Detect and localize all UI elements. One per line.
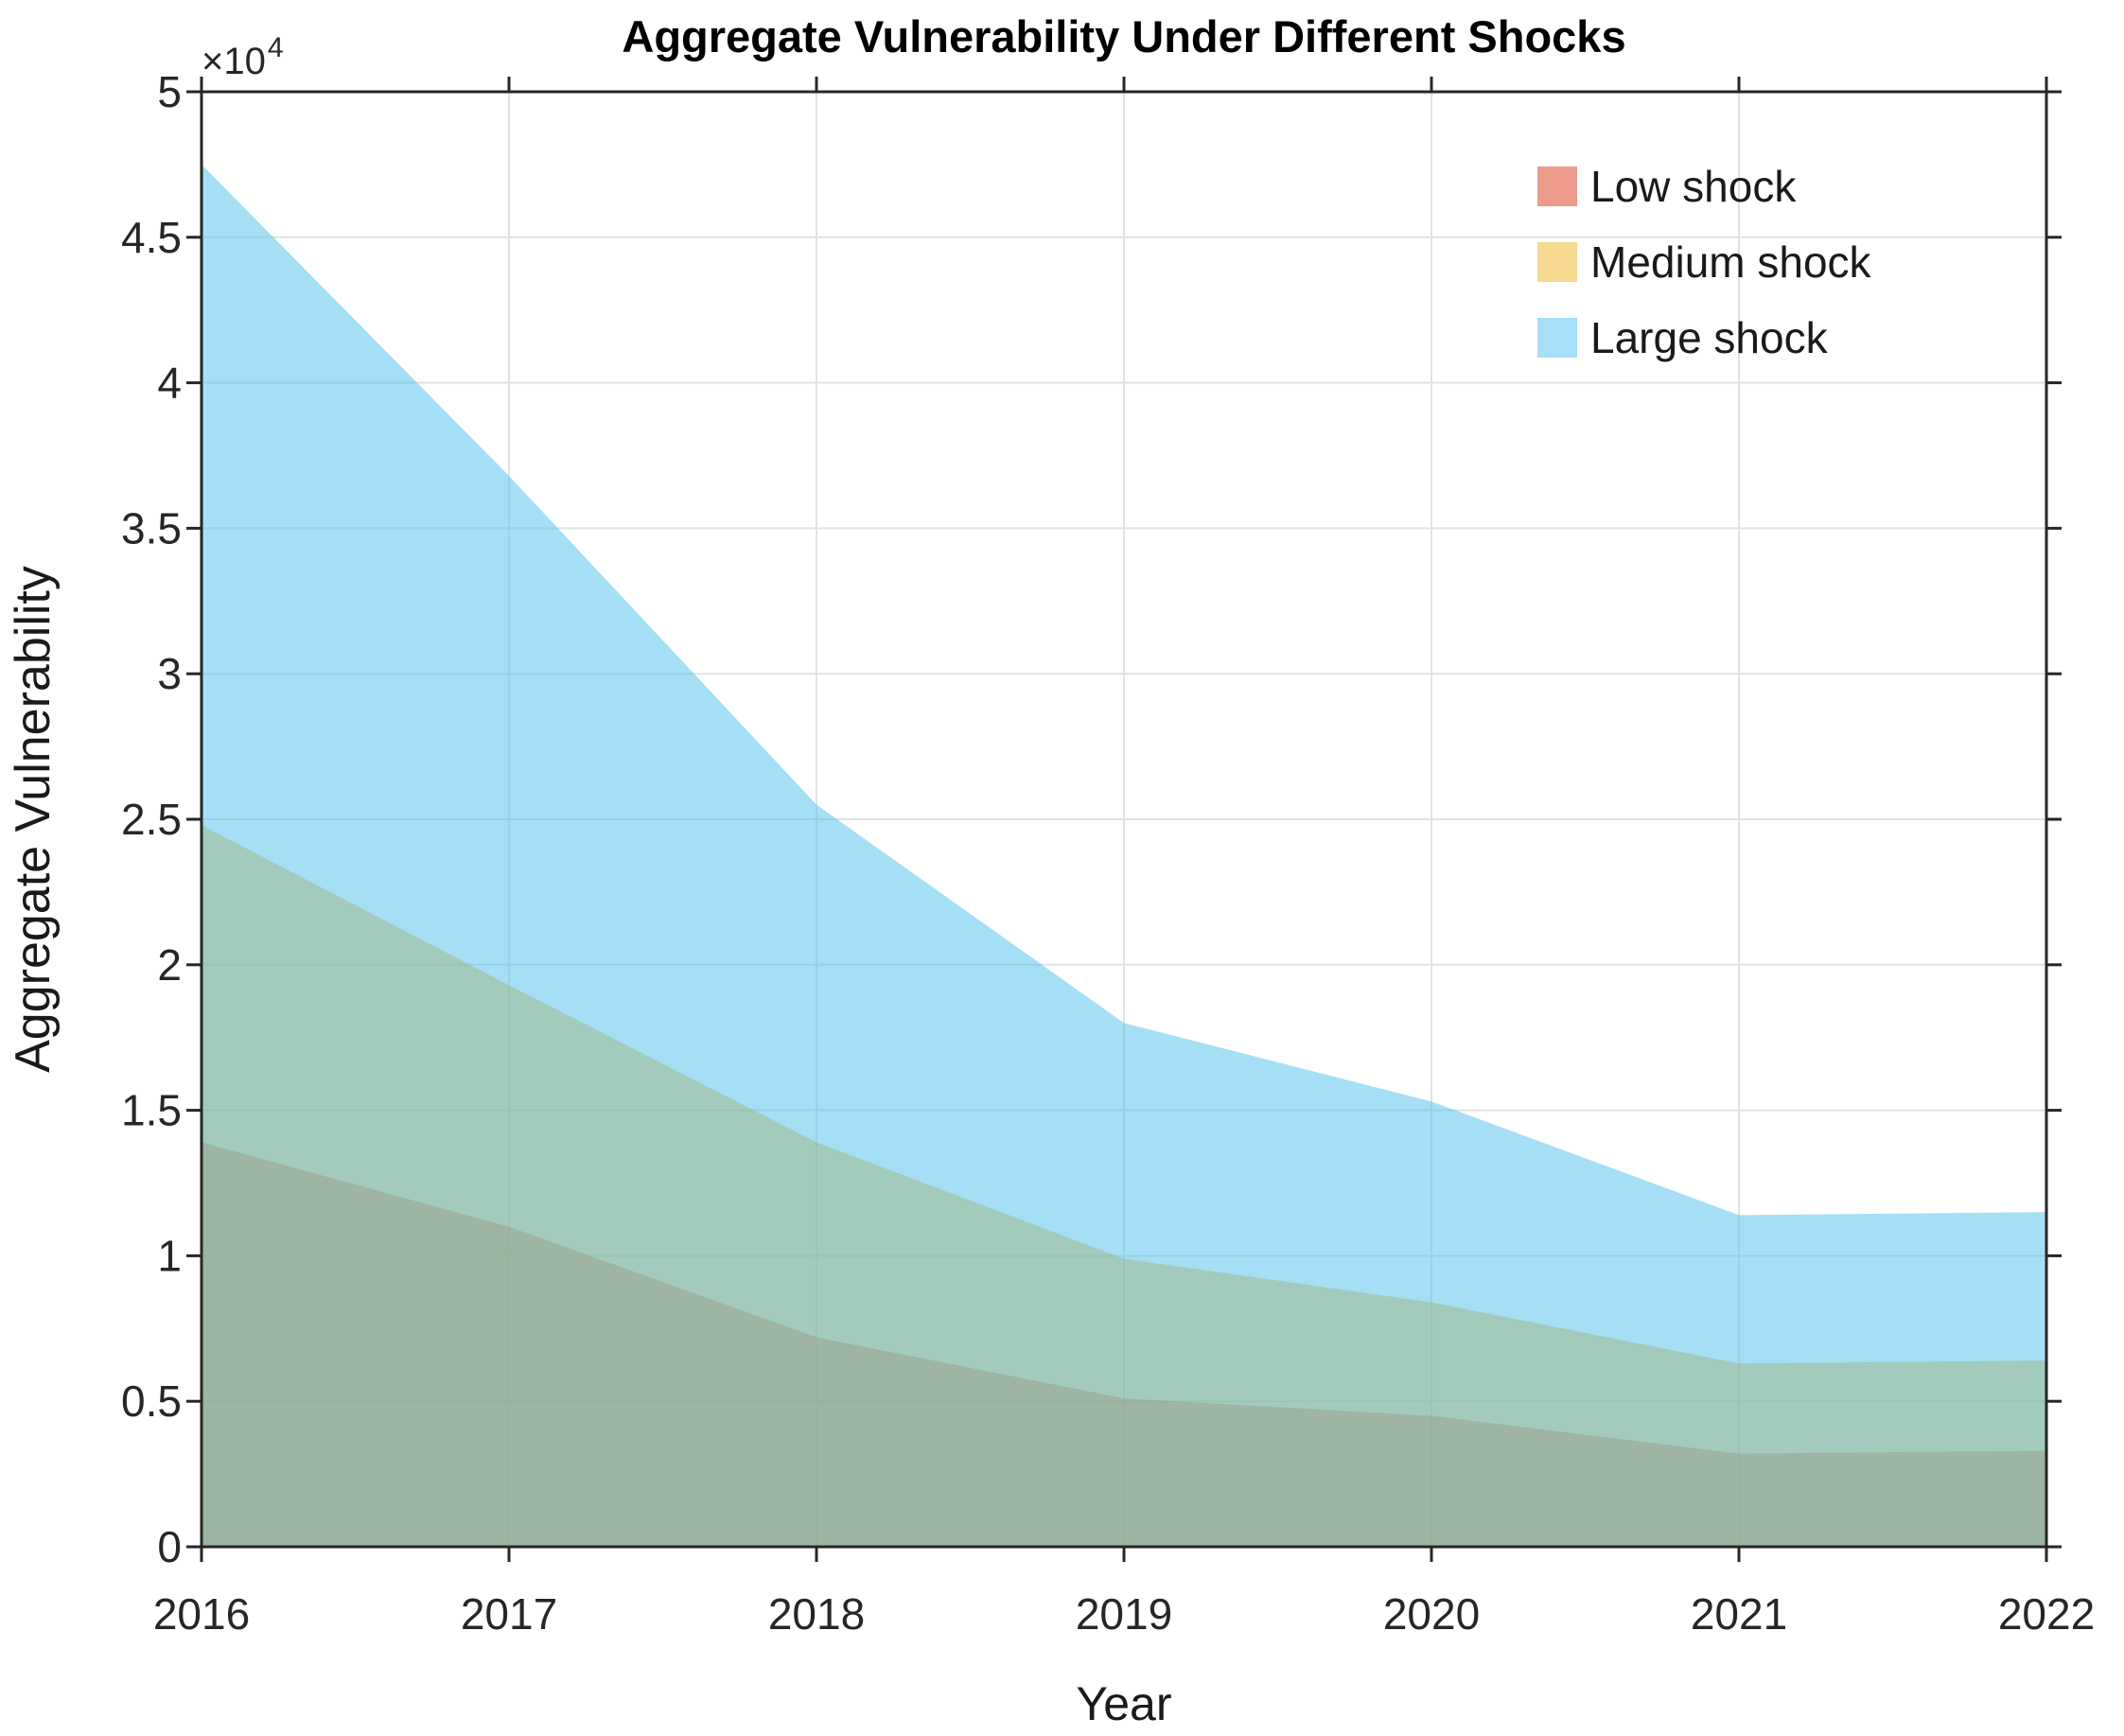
legend-swatch — [1537, 242, 1577, 282]
legend-label: Large shock — [1590, 313, 1829, 362]
x-tick-label: 2019 — [1076, 1589, 1172, 1639]
y-tick-label: 4 — [157, 359, 182, 408]
tick-label-layer: 2016 2017 2018 2019 2020 2021 2022 0 0.5 1 1.5 2 2.5… — [121, 67, 2095, 1639]
area-large-shock — [202, 164, 2046, 1547]
y-tick-label: 0.5 — [121, 1377, 182, 1426]
legend-swatch — [1537, 167, 1577, 206]
legend: Low shock Medium shock Large shock — [1537, 162, 1872, 362]
y-tick-label: 1 — [157, 1231, 182, 1280]
y-tick-label: 3 — [157, 649, 182, 698]
y-axis-label: Aggregate Vulnerability — [6, 566, 61, 1073]
legend-label: Low shock — [1590, 162, 1797, 211]
y-multiplier-exponent: 4 — [268, 32, 284, 63]
y-tick-label: 0 — [157, 1522, 182, 1571]
y-tick-label: 2 — [157, 940, 182, 990]
x-tick-label: 2022 — [1998, 1589, 2095, 1639]
x-tick-label: 2021 — [1691, 1589, 1787, 1639]
x-tick-label: 2016 — [153, 1589, 250, 1639]
y-tick-label: 2.5 — [121, 795, 182, 844]
x-axis-label: Year — [1076, 1677, 1171, 1730]
area-layer — [202, 164, 2046, 1547]
y-tick-label: 5 — [157, 67, 182, 116]
x-tick-label: 2017 — [461, 1589, 557, 1639]
y-multiplier-base: ×10 — [202, 41, 266, 82]
legend-label: Medium shock — [1590, 237, 1872, 287]
legend-item: Large shock — [1537, 313, 1829, 362]
y-axis-multiplier-label: ×104 — [202, 32, 284, 82]
x-tick-label: 2020 — [1383, 1589, 1480, 1639]
chart-title: Aggregate Vulnerability Under Different … — [622, 11, 1625, 61]
axes-layer — [186, 77, 2062, 1562]
x-tick-label: 2018 — [768, 1589, 865, 1639]
y-tick-label: 4.5 — [121, 213, 182, 262]
y-tick-label: 1.5 — [121, 1086, 182, 1135]
legend-item: Low shock — [1537, 162, 1797, 211]
legend-swatch — [1537, 318, 1577, 358]
y-tick-label: 3.5 — [121, 503, 182, 552]
legend-item: Medium shock — [1537, 237, 1872, 287]
